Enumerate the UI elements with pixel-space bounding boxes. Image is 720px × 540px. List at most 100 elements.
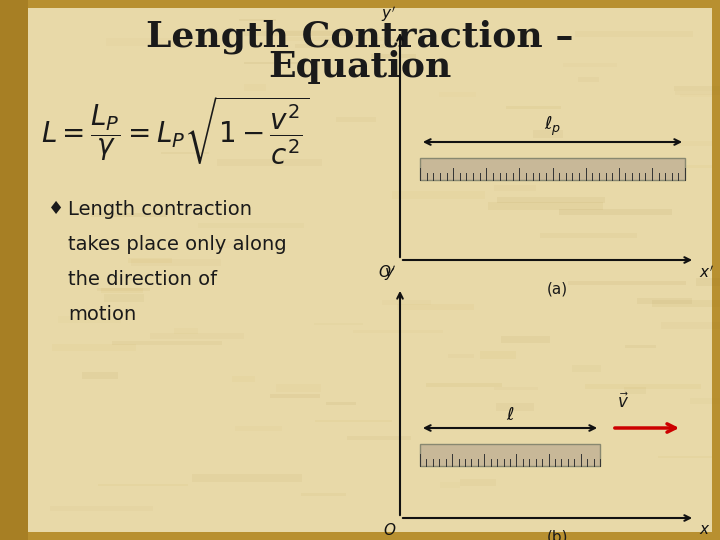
Bar <box>488 202 603 210</box>
Bar <box>347 436 410 440</box>
Bar <box>150 333 244 340</box>
Bar <box>578 77 599 83</box>
Bar <box>540 233 636 238</box>
Text: $y'$: $y'$ <box>381 4 396 24</box>
Text: takes place only along: takes place only along <box>68 235 287 254</box>
Bar <box>218 241 252 248</box>
Text: (b): (b) <box>546 530 568 540</box>
Bar <box>696 278 720 286</box>
Bar <box>533 130 563 138</box>
Bar <box>106 38 223 46</box>
Bar <box>448 354 474 358</box>
Bar <box>657 456 711 458</box>
Bar <box>300 493 346 496</box>
Bar <box>568 281 686 286</box>
Text: $\ell$: $\ell$ <box>505 406 514 424</box>
Bar <box>192 474 302 482</box>
Bar <box>101 288 143 293</box>
Bar <box>420 158 685 180</box>
Bar <box>637 298 692 304</box>
Bar <box>238 18 276 21</box>
Text: motion: motion <box>68 305 136 324</box>
Bar <box>270 394 320 398</box>
Bar <box>494 387 539 390</box>
Bar <box>244 31 359 36</box>
Bar <box>460 479 496 486</box>
Bar <box>480 352 516 359</box>
Bar <box>52 345 135 350</box>
Text: $\ell_p$: $\ell_p$ <box>544 115 561 138</box>
Bar <box>58 316 121 322</box>
Text: $L = \dfrac{L_P}{\gamma} = L_P\sqrt{1 - \dfrac{v^2}{c^2}}$: $L = \dfrac{L_P}{\gamma} = L_P\sqrt{1 - … <box>40 95 310 167</box>
Text: $y$: $y$ <box>384 266 396 282</box>
Bar <box>661 322 720 329</box>
Bar <box>81 372 117 379</box>
Text: (a): (a) <box>547 282 568 297</box>
Bar <box>657 165 720 168</box>
Bar <box>585 384 701 389</box>
Bar <box>131 259 220 266</box>
Bar <box>496 403 534 411</box>
Bar <box>336 117 376 122</box>
Bar <box>91 213 167 217</box>
Bar <box>371 53 415 58</box>
Bar <box>353 330 444 333</box>
Bar <box>97 288 150 291</box>
Bar <box>161 152 209 154</box>
Text: the direction of: the direction of <box>68 270 217 289</box>
Bar <box>670 140 720 146</box>
Bar <box>197 222 305 228</box>
Bar <box>50 507 153 511</box>
Text: Length contraction: Length contraction <box>68 200 252 219</box>
Bar <box>497 197 605 203</box>
Bar <box>392 191 485 199</box>
Bar <box>276 384 321 392</box>
Bar <box>0 0 28 540</box>
Bar <box>397 305 474 310</box>
Bar <box>112 341 222 345</box>
Bar <box>217 159 322 166</box>
Bar <box>500 336 550 343</box>
Bar <box>572 366 601 372</box>
Text: Equation: Equation <box>269 50 451 84</box>
Text: Length Contraction –: Length Contraction – <box>146 20 574 55</box>
Bar <box>326 402 356 406</box>
Bar <box>174 328 198 334</box>
Text: $O'$: $O'$ <box>378 264 396 281</box>
Bar <box>281 30 374 36</box>
Text: ♦: ♦ <box>48 200 64 218</box>
Bar <box>606 174 671 176</box>
Bar <box>559 209 672 215</box>
Bar <box>624 387 646 394</box>
Text: $\vec{v}$: $\vec{v}$ <box>617 393 629 412</box>
Bar <box>567 175 644 178</box>
Text: $x'$: $x'$ <box>699 264 714 281</box>
Bar <box>506 106 562 109</box>
Text: $x$: $x$ <box>699 522 711 537</box>
Bar <box>494 185 536 191</box>
Bar <box>314 322 363 325</box>
Bar <box>294 44 387 48</box>
Bar <box>244 62 303 64</box>
Bar <box>680 94 720 97</box>
Bar <box>426 383 503 387</box>
Bar <box>98 484 188 486</box>
Bar <box>652 300 720 307</box>
Bar <box>440 482 460 488</box>
Bar <box>232 376 256 382</box>
Bar <box>674 86 720 91</box>
Bar <box>269 133 290 136</box>
Bar <box>104 294 145 301</box>
Bar <box>243 84 266 91</box>
Bar <box>279 37 397 41</box>
Bar <box>315 420 392 422</box>
Bar <box>235 426 282 431</box>
Bar <box>563 63 617 67</box>
Bar <box>438 92 476 97</box>
Bar <box>625 345 657 348</box>
Bar <box>575 31 693 37</box>
Bar <box>382 300 431 306</box>
Bar <box>128 258 171 263</box>
Text: $O$: $O$ <box>382 522 396 538</box>
Bar <box>420 444 600 466</box>
